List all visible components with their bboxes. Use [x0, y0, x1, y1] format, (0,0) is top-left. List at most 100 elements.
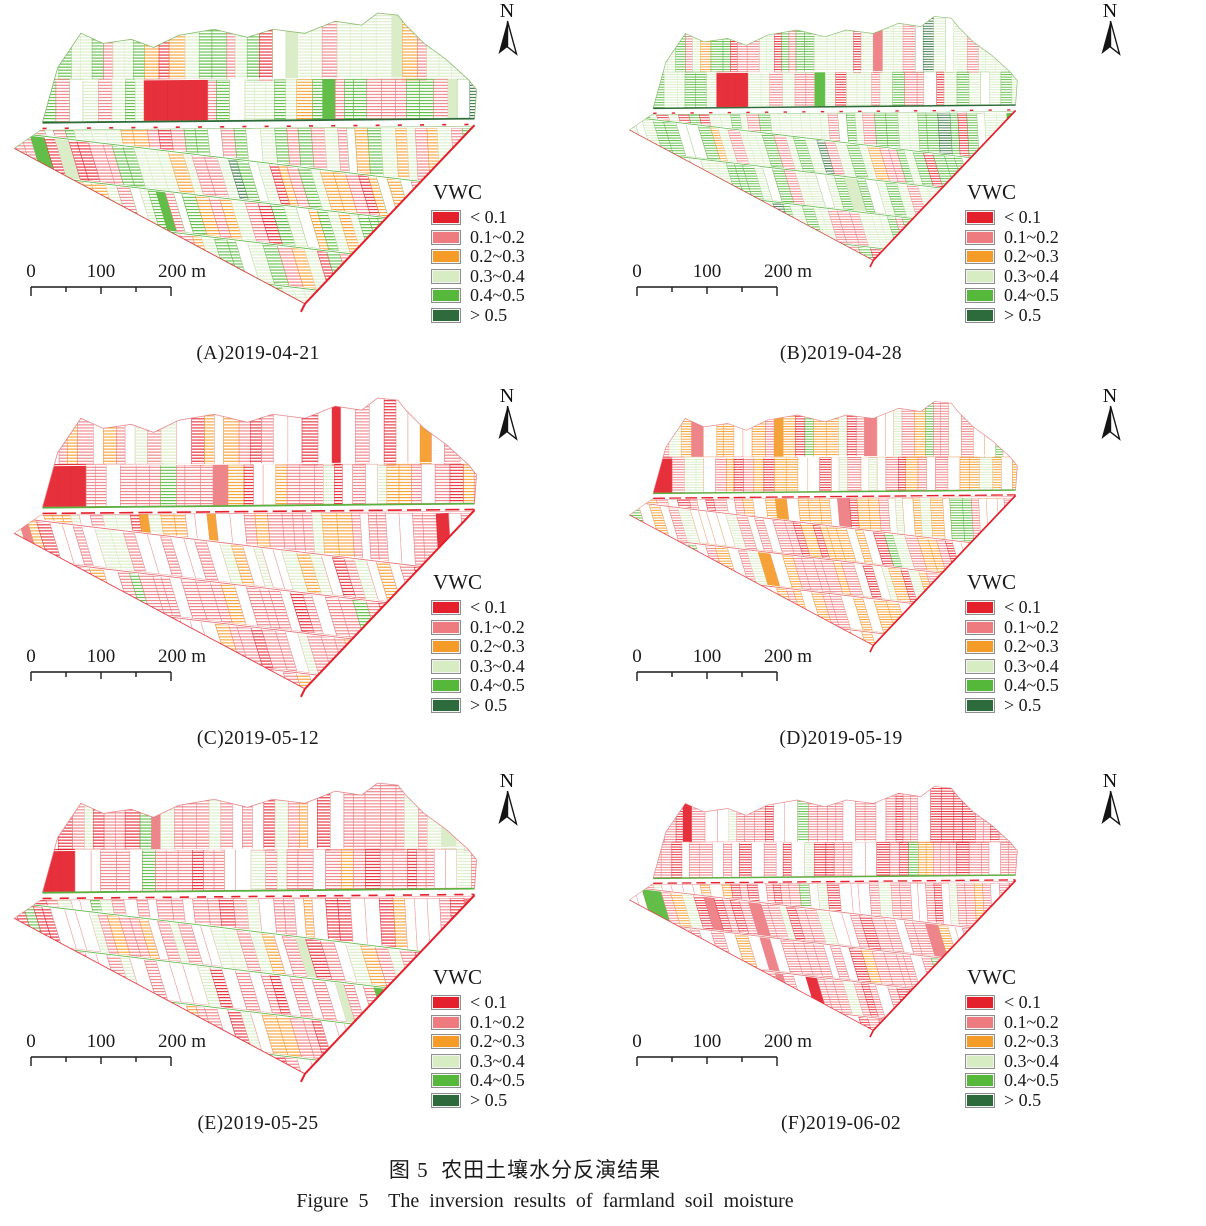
legend-label: 0.1~0.2 — [470, 616, 525, 637]
legend-label: 0.3~0.4 — [470, 265, 525, 286]
legend-label: 0.4~0.5 — [1004, 1070, 1059, 1091]
vwc-legend: VWC < 0.1 0.1~0.2 0.2~0.3 0.3~0.4 0.4~0.5 > 0… — [965, 966, 1059, 1110]
svg-text:200 m: 200 m — [158, 1031, 206, 1052]
svg-text:0: 0 — [632, 1031, 642, 1052]
vwc-legend: VWC < 0.1 0.1~0.2 0.2~0.3 0.3~0.4 0.4~0.5 > 0… — [431, 181, 525, 325]
svg-text:100: 100 — [693, 1031, 722, 1052]
legend-title: VWC — [433, 180, 482, 204]
legend-label: > 0.5 — [1004, 694, 1042, 715]
figure-caption-zh: 图 5 农田土壤水分反演结果 — [388, 1158, 662, 1182]
legend-entry: < 0.1 — [965, 208, 1059, 228]
north-arrow-icon — [1101, 405, 1121, 441]
panel-caption: (E)2019-05-25 — [197, 1113, 319, 1134]
soil-moisture-map — [628, 401, 1018, 653]
north-label: N — [499, 0, 515, 22]
legend-swatch — [431, 678, 461, 694]
svg-text:0: 0 — [26, 1031, 36, 1052]
soil-moisture-map — [628, 786, 1018, 1038]
panel-caption: (D)2019-05-19 — [779, 728, 903, 749]
map-panel-F: N VWC < 0.1 0.1~0.2 0.2~0.3 0.3~0.4 0.4~0.5 >… — [603, 770, 1206, 1155]
panel-grid: N VWC < 0.1 0.1~0.2 0.2~0.3 0.3~0.4 0.4~0.5 >… — [0, 0, 1206, 1155]
svg-text:100: 100 — [87, 261, 116, 282]
legend-entry: 0.1~0.2 — [431, 227, 525, 248]
legend-swatch — [965, 1092, 995, 1108]
north-arrow-icon — [498, 405, 518, 441]
legend-label: < 0.1 — [1004, 207, 1042, 228]
legend-swatch — [965, 600, 995, 616]
legend-swatch — [965, 995, 995, 1011]
legend-entry: 0.3~0.4 — [965, 1050, 1059, 1072]
legend-swatch — [965, 678, 995, 694]
legend-label: 0.2~0.3 — [1004, 246, 1059, 267]
legend-label: 0.3~0.4 — [1004, 265, 1059, 286]
legend-label: > 0.5 — [1004, 1089, 1042, 1110]
legend-label: > 0.5 — [470, 694, 508, 715]
north-label: N — [499, 385, 515, 407]
figure-caption-en: Figure 5 The inversion results of farmla… — [296, 1190, 794, 1212]
panel-caption: (C)2019-05-12 — [196, 728, 320, 749]
soil-moisture-map — [628, 16, 1018, 268]
legend-label: 0.1~0.2 — [1004, 616, 1059, 637]
legend-label: 0.2~0.3 — [470, 246, 525, 267]
legend-label: < 0.1 — [470, 597, 508, 618]
svg-text:200 m: 200 m — [764, 646, 812, 667]
legend-swatch — [965, 210, 995, 226]
north-arrow: N — [494, 385, 520, 441]
vwc-legend: VWC < 0.1 0.1~0.2 0.2~0.3 0.3~0.4 0.4~0.5 > 0… — [431, 966, 525, 1110]
legend-entry: 0.4~0.5 — [965, 676, 1059, 696]
legend-entry: 0.3~0.4 — [431, 656, 525, 677]
north-arrow-icon — [1101, 790, 1121, 826]
legend-entry: < 0.1 — [431, 208, 525, 228]
soil-moisture-map — [13, 12, 477, 313]
map-panel-C: N VWC < 0.1 0.1~0.2 0.2~0.3 0.3~0.4 0.4~0.5 >… — [0, 385, 603, 770]
svg-text:0: 0 — [632, 646, 642, 667]
legend-swatch — [431, 639, 461, 655]
legend-rows: < 0.1 0.1~0.2 0.2~0.3 0.3~0.4 0.4~0.5 > 0.5 — [965, 208, 1059, 325]
legend-entry: 0.4~0.5 — [431, 286, 525, 306]
legend-swatch — [965, 268, 995, 284]
legend-entry: 0.2~0.3 — [431, 1032, 525, 1052]
legend-title: VWC — [433, 570, 482, 594]
legend-swatch — [965, 229, 995, 245]
scale-bar: 0 100 200 m — [26, 1031, 206, 1066]
legend-label: > 0.5 — [1004, 304, 1042, 325]
legend-entry: 0.1~0.2 — [431, 616, 525, 638]
legend-swatch — [431, 249, 461, 265]
vwc-legend: VWC < 0.1 0.1~0.2 0.2~0.3 0.3~0.4 0.4~0.5 > 0… — [965, 181, 1059, 325]
legend-swatch — [431, 995, 461, 1011]
svg-text:0: 0 — [26, 646, 36, 667]
legend-label: 0.2~0.3 — [1004, 1031, 1059, 1052]
legend-label: < 0.1 — [1004, 597, 1042, 618]
legend-entry: 0.4~0.5 — [965, 1071, 1059, 1091]
scale-bar: 0 100 200 m — [632, 1031, 812, 1066]
legend-entry: 0.3~0.4 — [965, 656, 1059, 677]
legend-label: 0.3~0.4 — [470, 1050, 525, 1071]
north-arrow: N — [1097, 386, 1123, 441]
legend-label: 0.4~0.5 — [470, 675, 525, 696]
legend-label: > 0.5 — [470, 304, 508, 325]
scale-bar: 0 100 200 m — [26, 646, 206, 681]
north-arrow-icon — [498, 20, 518, 56]
legend-label: 0.4~0.5 — [470, 1070, 525, 1091]
legend-label: 0.4~0.5 — [1004, 675, 1059, 696]
legend-rows: < 0.1 0.1~0.2 0.2~0.3 0.3~0.4 0.4~0.5 > 0.5 — [965, 598, 1059, 715]
legend-title: VWC — [967, 180, 1016, 204]
legend-swatch — [965, 1014, 995, 1030]
legend-swatch — [965, 1034, 995, 1050]
legend-entry: < 0.1 — [965, 993, 1059, 1013]
legend-label: 0.1~0.2 — [470, 1011, 525, 1032]
svg-text:200 m: 200 m — [764, 261, 812, 282]
legend-entry: 0.2~0.3 — [965, 637, 1059, 657]
legend-label: 0.4~0.5 — [470, 285, 525, 306]
legend-rows: < 0.1 0.1~0.2 0.2~0.3 0.3~0.4 0.4~0.5 > 0.5 — [431, 208, 525, 325]
legend-label: 0.3~0.4 — [1004, 1050, 1059, 1071]
svg-text:100: 100 — [87, 646, 116, 667]
legend-entry: 0.2~0.3 — [431, 637, 525, 657]
map-panel-E: N VWC < 0.1 0.1~0.2 0.2~0.3 0.3~0.4 0.4~0.5 >… — [0, 770, 603, 1155]
legend-entry: 0.3~0.4 — [431, 1050, 525, 1072]
legend-swatch — [965, 619, 995, 635]
legend-entry: < 0.1 — [965, 598, 1059, 618]
legend-label: 0.2~0.3 — [470, 636, 525, 657]
legend-entry: 0.4~0.5 — [431, 676, 525, 696]
